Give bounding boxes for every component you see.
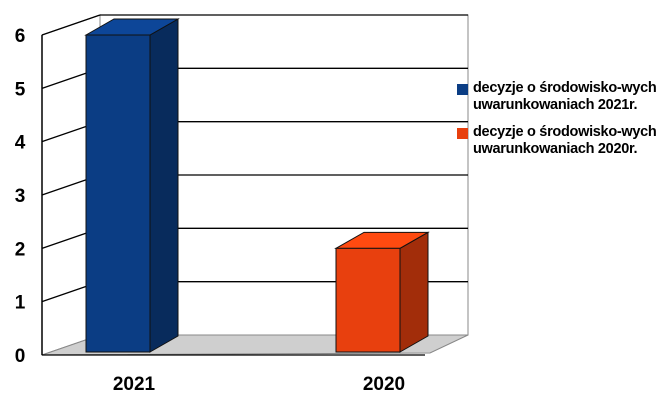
legend-swatch-2021: [457, 84, 468, 95]
x-tick-label: 2020: [363, 374, 405, 395]
legend-item-2020: decyzje o środowisko-wych uwarunkowaniac…: [457, 124, 662, 158]
bar: [85, 34, 151, 353]
bar-side: [399, 231, 429, 353]
bar-side: [149, 18, 179, 353]
legend-label-2021: decyzje o środowisko-wych uwarunkowaniac…: [473, 80, 657, 113]
y-tick-label: 1: [15, 293, 26, 314]
gridline-side: [41, 14, 101, 36]
y-tick-label: 4: [15, 133, 26, 154]
legend-swatch-2020: [457, 128, 468, 139]
bars: [84, 18, 430, 353]
y-tick-label: 0: [15, 346, 26, 367]
y-axis-ticks: 0 1 2 3 4 5 6: [15, 26, 26, 367]
legend-label-2020: decyzje o środowisko-wych uwarunkowaniac…: [473, 124, 657, 157]
bar: [335, 247, 401, 353]
x-axis-ticks: 2021 2020: [113, 374, 405, 395]
legend-item-2021: decyzje o środowisko-wych uwarunkowaniac…: [457, 80, 662, 114]
x-tick-label: 2021: [113, 374, 156, 395]
y-tick-label: 2: [15, 239, 26, 260]
y-tick-label: 6: [15, 26, 26, 47]
y-tick-label: 3: [15, 186, 26, 207]
y-tick-label: 5: [15, 79, 26, 100]
legend: decyzje o środowisko-wych uwarunkowaniac…: [457, 80, 662, 168]
